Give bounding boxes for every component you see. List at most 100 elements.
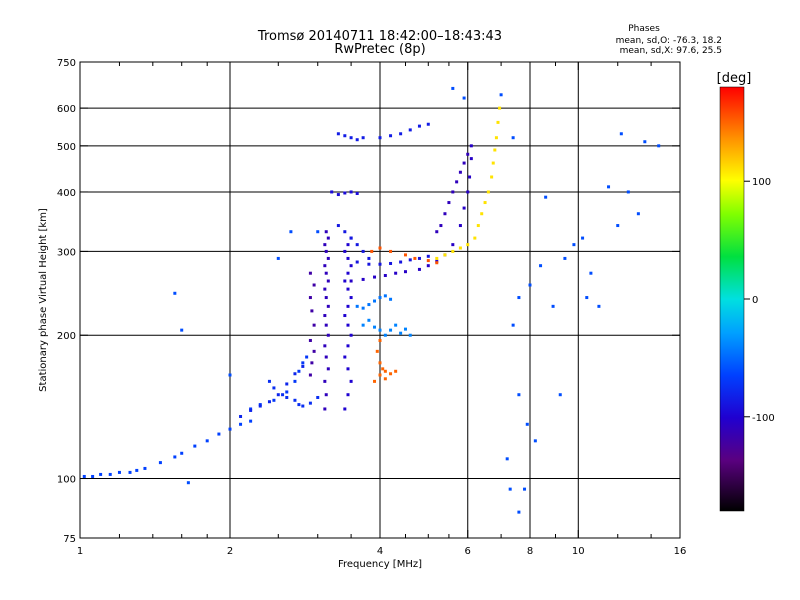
data-point-2-1 bbox=[272, 386, 276, 390]
data-point-5-1 bbox=[346, 393, 350, 397]
x-tick-label-3: 6 bbox=[465, 546, 471, 557]
y-tick-label-5: 500 bbox=[57, 142, 76, 153]
y-tick-labels: 75 100 200 300 400 500 600 750 bbox=[57, 58, 76, 545]
data-point-4-11 bbox=[323, 287, 327, 291]
data-point-9-11 bbox=[491, 161, 495, 165]
data-point-18-3 bbox=[228, 373, 232, 377]
data-point-15-1 bbox=[336, 193, 340, 197]
data-point-7-5 bbox=[403, 270, 407, 274]
data-point-15-0 bbox=[330, 190, 334, 194]
data-point-14-10 bbox=[426, 122, 430, 126]
data-point-18-28 bbox=[643, 140, 647, 144]
data-point-1-4 bbox=[293, 379, 297, 383]
data-point-9-4 bbox=[466, 243, 470, 247]
data-point-18-10 bbox=[523, 487, 527, 491]
x-tick-label-6: 16 bbox=[674, 546, 687, 557]
x-tick-label-0: 1 bbox=[77, 546, 83, 557]
data-point-4-10 bbox=[324, 296, 328, 300]
data-point-11-3 bbox=[403, 253, 407, 257]
data-point-2-2 bbox=[281, 393, 285, 397]
data-point-13-4 bbox=[378, 296, 382, 300]
data-point-10-2 bbox=[383, 377, 387, 381]
data-point-7-11 bbox=[458, 224, 462, 228]
data-point-1-2 bbox=[272, 398, 276, 402]
data-point-16-5 bbox=[367, 256, 371, 260]
data-point-9-3 bbox=[458, 246, 462, 250]
data-point-17-1 bbox=[439, 224, 443, 228]
data-point-14-5 bbox=[378, 136, 382, 140]
data-point-16-1 bbox=[343, 230, 347, 234]
data-point-13-3 bbox=[373, 299, 377, 303]
data-point-6-8 bbox=[308, 271, 312, 275]
data-point-6-3 bbox=[308, 338, 312, 342]
data-point-7-4 bbox=[394, 271, 398, 275]
data-point-5-5 bbox=[346, 344, 350, 348]
data-point-8-6 bbox=[417, 256, 421, 260]
data-point-9-14 bbox=[496, 120, 500, 124]
data-point-6-7 bbox=[312, 283, 316, 287]
data-point-6-6 bbox=[308, 296, 312, 300]
data-point-0-2 bbox=[99, 472, 103, 476]
data-point-4-16 bbox=[324, 249, 328, 253]
data-point-18-9 bbox=[517, 510, 521, 514]
data-point-4-18 bbox=[326, 236, 330, 240]
data-point-1-6 bbox=[301, 361, 305, 365]
data-points bbox=[82, 86, 661, 514]
data-point-18-26 bbox=[636, 212, 640, 216]
data-point-8-0 bbox=[355, 260, 359, 264]
data-point-7-6 bbox=[417, 267, 421, 271]
data-point-0-11 bbox=[193, 444, 197, 448]
data-point-9-1 bbox=[443, 253, 447, 257]
data-point-17-5 bbox=[455, 180, 459, 184]
data-point-9-5 bbox=[473, 236, 477, 240]
axis-ticks bbox=[79, 61, 681, 539]
data-point-0-6 bbox=[135, 468, 139, 472]
x-tick-label-1: 2 bbox=[227, 546, 233, 557]
data-point-16-2 bbox=[349, 236, 353, 240]
data-point-6-0 bbox=[308, 373, 312, 377]
data-point-13-6 bbox=[389, 297, 393, 301]
data-point-18-30 bbox=[544, 195, 548, 199]
y-tick-label-2: 200 bbox=[57, 331, 76, 342]
data-point-5-12 bbox=[343, 279, 347, 283]
data-point-6-4 bbox=[312, 323, 316, 327]
data-point-12-9 bbox=[408, 333, 412, 337]
data-point-10-6 bbox=[381, 367, 385, 371]
data-point-9-6 bbox=[476, 224, 480, 228]
data-point-4-12 bbox=[326, 279, 330, 283]
data-point-5-11 bbox=[346, 287, 350, 291]
data-point-0-3 bbox=[108, 472, 112, 476]
data-point-3-7 bbox=[301, 364, 305, 368]
data-point-0-16 bbox=[249, 419, 253, 423]
data-point-17-3 bbox=[447, 201, 451, 205]
data-point-11-0 bbox=[370, 249, 374, 253]
data-point-7-13 bbox=[466, 190, 470, 194]
data-point-4-4 bbox=[324, 355, 328, 359]
data-point-4-15 bbox=[326, 256, 330, 260]
data-point-0-4 bbox=[117, 470, 121, 474]
data-point-5-0 bbox=[343, 407, 347, 411]
chart-title: Tromsø 20140711 18:42:00–18:43:43 bbox=[257, 29, 502, 44]
data-point-5-8 bbox=[343, 314, 347, 318]
data-point-18-36 bbox=[451, 86, 455, 90]
data-point-4-1 bbox=[324, 393, 328, 397]
data-point-5-6 bbox=[349, 333, 353, 337]
data-point-0-14 bbox=[228, 427, 232, 431]
data-point-14-7 bbox=[399, 132, 403, 136]
data-point-16-4 bbox=[361, 249, 365, 253]
data-point-10-3 bbox=[378, 361, 382, 365]
data-point-18-17 bbox=[563, 256, 567, 260]
data-point-13-2 bbox=[367, 303, 371, 307]
data-point-2-3 bbox=[285, 395, 289, 399]
data-point-10-0 bbox=[373, 379, 377, 383]
data-point-8-3 bbox=[389, 261, 393, 265]
x-axis-label: Frequency [MHz] bbox=[338, 559, 422, 570]
data-point-3-3 bbox=[267, 400, 271, 404]
data-point-18-8 bbox=[508, 487, 512, 491]
data-point-0-7 bbox=[143, 466, 147, 470]
data-point-7-16 bbox=[469, 144, 473, 148]
data-point-5-7 bbox=[346, 323, 350, 327]
data-point-5-4 bbox=[343, 355, 347, 359]
data-point-11-5 bbox=[426, 259, 430, 263]
data-point-12-8 bbox=[403, 327, 407, 331]
